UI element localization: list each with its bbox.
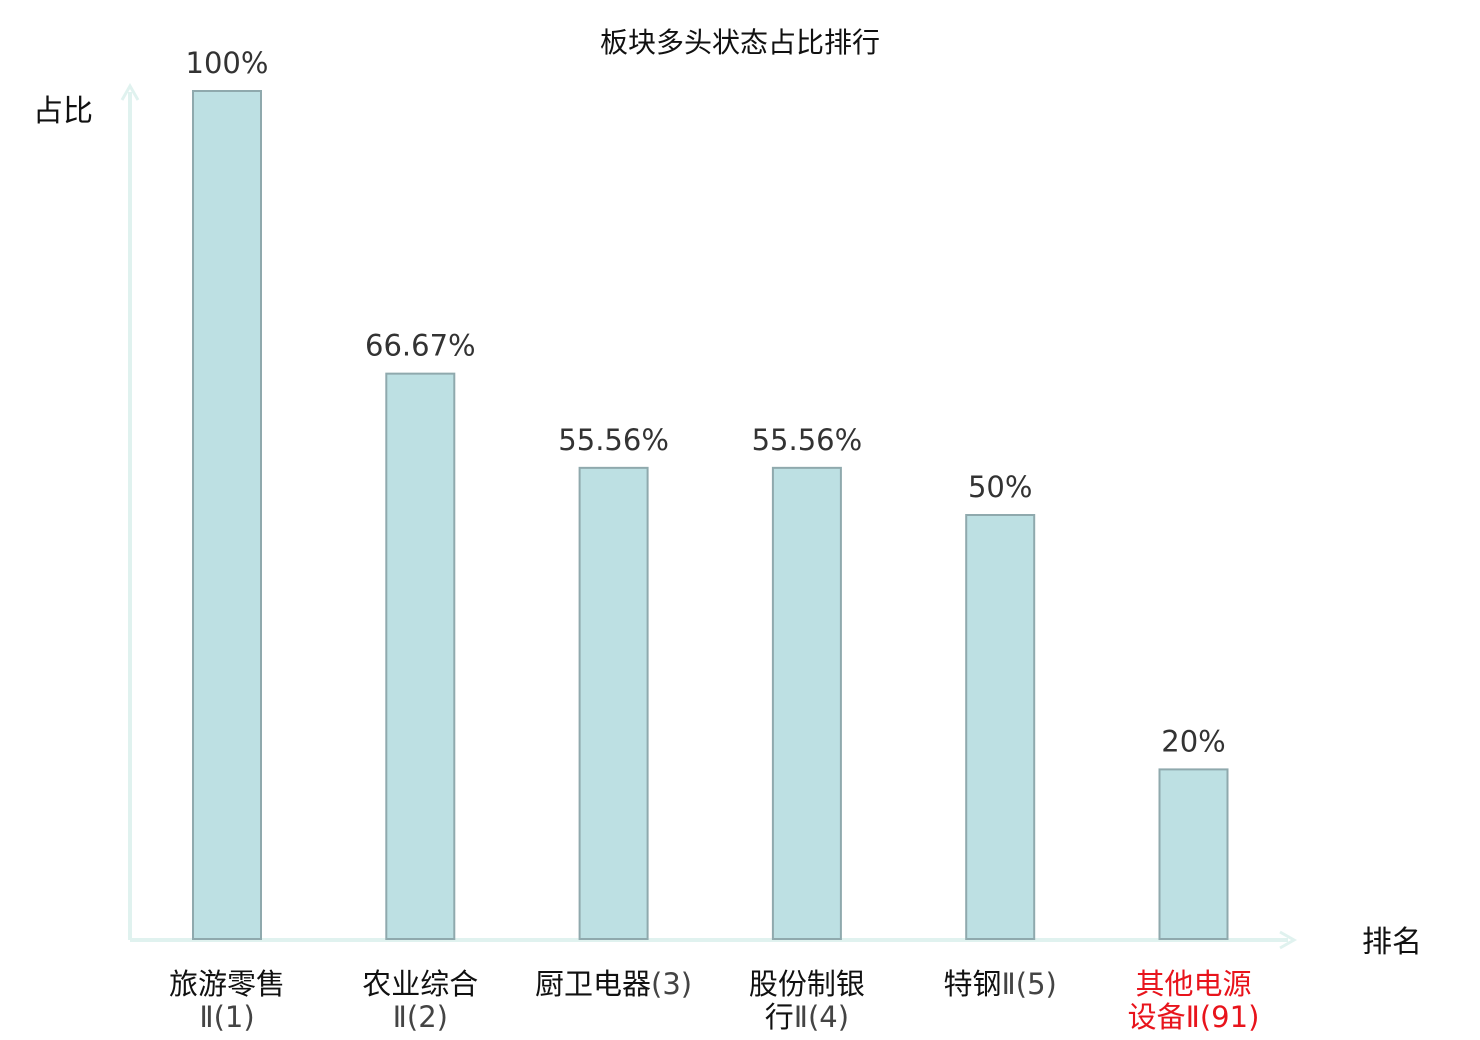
bar-3 [578,466,649,940]
category-label-1-part-1: Ⅱ(1) [199,1000,254,1034]
category-label-2-part-1: 农业综合 [362,967,478,1001]
category-label-4-part-1: 股份制银 [749,967,865,1001]
category-label-3-part-2: (3) [651,967,692,1001]
value-label-6: 20% [1161,724,1225,758]
category-label-6-line-1: 其他电源 [1135,967,1251,1001]
category-label-3-part-1: 厨卫电器 [535,967,651,1001]
value-label-2: 66.67% [365,329,476,363]
y-axis-label: 占比 [33,94,93,129]
category-label-2-part-1: Ⅱ(2) [393,1000,448,1034]
category-label-6-line-2: 设备Ⅱ(91) [1128,1000,1260,1034]
chart-title: 板块多头状态占比排行 [600,26,880,59]
value-label-4: 55.56% [752,423,863,457]
category-label-1-line-1: 旅游零售 [169,967,285,1001]
value-label-3: 55.56% [558,423,669,457]
category-label-6-part-1: 其他电源 [1135,967,1251,1001]
category-label-1-part-1: 旅游零售 [169,967,285,1001]
category-label-2-line-2: Ⅱ(2) [393,1000,448,1034]
category-label-4-part-2: Ⅱ(4) [794,1000,849,1034]
category-label-6-part-2: Ⅱ(91) [1186,1000,1260,1034]
bar-1 [192,90,262,940]
value-label-5: 50% [968,470,1032,504]
category-label-6-part-1: 设备 [1128,1000,1186,1034]
value-label-1: 100% [186,46,269,80]
category-label-5-part-2: Ⅱ(5) [1002,967,1057,1001]
x-axis-label: 排名 [1362,925,1422,960]
bar-6 [1158,768,1229,941]
bar-2 [385,372,456,940]
category-label-4-line-1: 股份制银 [749,967,865,1001]
category-label-5-part-1: 特钢 [944,967,1002,1001]
bar-5 [965,514,1036,940]
category-label-5-line-1: 特钢Ⅱ(5) [944,967,1057,1001]
category-label-1-line-2: Ⅱ(1) [199,1000,254,1034]
bar-4 [771,466,842,940]
category-label-2-line-1: 农业综合 [362,967,478,1001]
category-label-3-line-1: 厨卫电器(3) [535,967,692,1001]
bars-group [192,90,1229,941]
value-labels-group: 100% 66.67% 55.56% 55.56% 50% 20% [186,46,1226,758]
category-label-4-part-1: 行 [765,1000,794,1034]
category-label-4-line-2: 行Ⅱ(4) [765,1000,849,1034]
